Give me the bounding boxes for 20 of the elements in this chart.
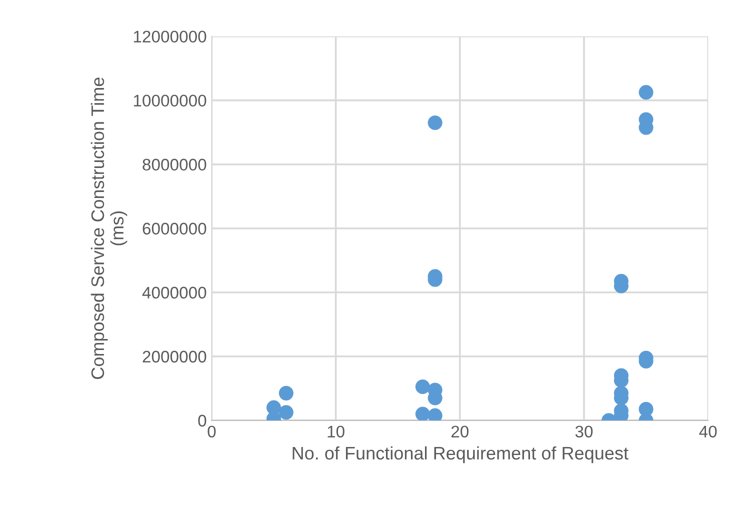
y-tick-label: 0 — [198, 414, 206, 427]
x-tick-label: 10 — [328, 426, 344, 438]
x-tick-label: 30 — [575, 426, 593, 438]
x-axis-title: No. of Functional Requirement of Request — [292, 446, 628, 464]
x-tick-label: 40 — [699, 426, 717, 438]
y-tick-label: 2000000 — [142, 350, 206, 363]
point — [278, 386, 294, 400]
point — [415, 380, 430, 394]
point — [428, 115, 442, 130]
y-tick-label: 10000000 — [134, 94, 206, 107]
y-tick-label: 4000000 — [142, 286, 206, 299]
y-axis-title: Composed Service Construction Time (ms) — [90, 78, 128, 379]
point — [278, 405, 294, 420]
y-tick-label: 6000000 — [142, 222, 206, 235]
y-tick-label: 8000000 — [142, 158, 206, 171]
y-tick-label: 12000000 — [134, 30, 206, 43]
x-tick-label: 0 — [208, 426, 216, 438]
point — [415, 406, 430, 420]
point — [638, 85, 654, 100]
x-tick-label: 20 — [451, 426, 469, 438]
